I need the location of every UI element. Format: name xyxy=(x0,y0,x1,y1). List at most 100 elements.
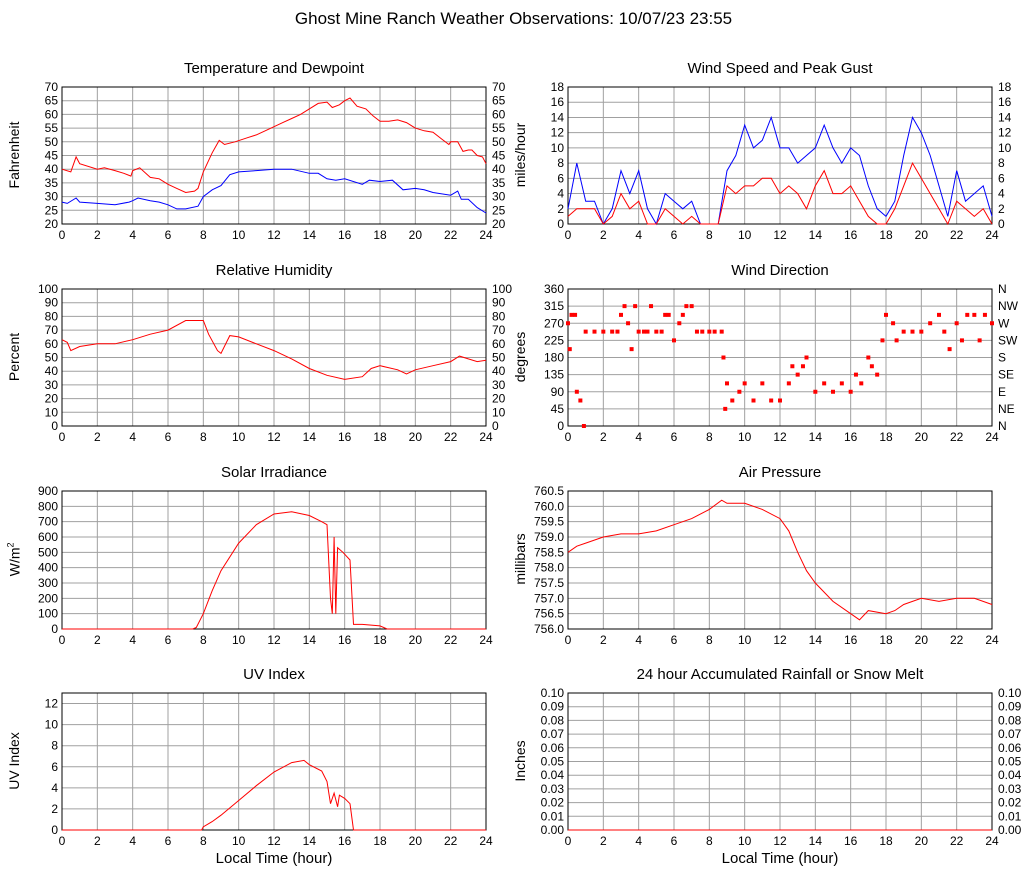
data-point xyxy=(800,364,805,369)
y-tick-label-right: 50 xyxy=(492,351,506,365)
x-tick-label: 22 xyxy=(444,430,458,444)
y-tick-label: 0.03 xyxy=(541,782,565,796)
chart-title: Wind Speed and Peak Gust xyxy=(687,60,873,77)
x-tick-label: 24 xyxy=(985,430,999,444)
y-tick-label: 8 xyxy=(557,156,564,170)
y-tick-label-right: 12 xyxy=(998,126,1012,140)
data-point xyxy=(884,312,888,317)
y-tick-label: 55 xyxy=(45,121,59,135)
data-point xyxy=(982,312,987,317)
data-point xyxy=(641,329,646,334)
x-tick-label: 10 xyxy=(232,633,246,647)
series-line-dewpoint xyxy=(61,168,487,214)
data-point xyxy=(680,312,685,317)
data-point xyxy=(778,398,782,403)
data-point xyxy=(737,389,742,394)
x-tick-label: 24 xyxy=(985,834,999,848)
x-tick-label: 22 xyxy=(950,228,964,242)
data-point xyxy=(822,381,827,386)
data-point xyxy=(894,338,899,343)
data-point xyxy=(954,321,959,326)
x-tick-label: 12 xyxy=(773,430,787,444)
y-tick-label-right: 0 xyxy=(998,217,1005,231)
y-tick-label: 30 xyxy=(45,190,59,204)
y-tick-label-right: 0 xyxy=(492,419,499,433)
y-tick-label-right: S xyxy=(998,351,1006,365)
x-tick-label: 4 xyxy=(635,633,642,647)
y-tick-label-right: 25 xyxy=(492,203,506,217)
y-tick-label-right: 20 xyxy=(492,392,506,406)
y-tick-label: 40 xyxy=(45,162,59,176)
data-point xyxy=(677,321,682,326)
y-tick-label: 500 xyxy=(38,545,58,559)
x-tick-label: 18 xyxy=(373,834,387,848)
y-tick-label: 0.10 xyxy=(541,686,565,700)
y-tick-label-right: NE xyxy=(998,402,1015,416)
plot-frame xyxy=(61,288,487,427)
y-tick-label-right: 20 xyxy=(492,217,506,231)
data-point xyxy=(649,304,654,309)
x-tick-label: 20 xyxy=(409,430,423,444)
x-tick-label: 16 xyxy=(844,633,858,647)
x-tick-label: 4 xyxy=(635,834,642,848)
y-tick-label-right: 45 xyxy=(492,149,506,163)
y-tick-label-right: 8 xyxy=(998,156,1005,170)
y-tick-label-right: 60 xyxy=(492,107,506,121)
y-tick-label: 80 xyxy=(45,309,59,323)
x-tick-label: 0 xyxy=(59,834,66,848)
y-tick-label: 50 xyxy=(45,351,59,365)
y-tick-label-right: 35 xyxy=(492,176,506,190)
y-tick-label: 760.5 xyxy=(534,484,564,498)
y-tick-label: 0.01 xyxy=(541,809,565,823)
x-tick-label: 10 xyxy=(738,228,752,242)
y-tick-label-right: 10 xyxy=(492,405,506,419)
x-tick-label: 22 xyxy=(444,633,458,647)
x-tick-label: 2 xyxy=(94,228,101,242)
y-tick-label-right: 0.06 xyxy=(998,741,1022,755)
main-title: Ghost Mine Ranch Weather Observations: 1… xyxy=(294,9,733,28)
data-point xyxy=(592,329,597,334)
x-tick-label: 10 xyxy=(738,430,752,444)
y-tick-label-right: 0.10 xyxy=(998,686,1022,700)
y-tick-label-right: 6 xyxy=(998,171,1005,185)
y-tick-label: 90 xyxy=(45,296,59,310)
x-tick-label: 0 xyxy=(59,228,66,242)
data-point xyxy=(859,381,864,386)
x-tick-label: 4 xyxy=(635,228,642,242)
y-tick-label-right: 55 xyxy=(492,121,506,135)
data-point xyxy=(700,329,705,334)
x-tick-label: 22 xyxy=(950,834,964,848)
y-tick-label: 45 xyxy=(45,149,59,163)
x-tick-label: 10 xyxy=(232,430,246,444)
chart-title: Wind Direction xyxy=(731,262,829,279)
x-tick-label: 16 xyxy=(338,633,352,647)
data-point xyxy=(689,304,694,309)
y-tick-label-right: W xyxy=(998,316,1010,330)
x-tick-label: 6 xyxy=(165,430,172,444)
x-tick-label: 18 xyxy=(373,430,387,444)
series-line-uv-index xyxy=(62,759,486,831)
chart-title: UV Index xyxy=(243,666,305,683)
x-tick-label: 20 xyxy=(409,834,423,848)
y-tick-label: 360 xyxy=(544,282,564,296)
y-tick-label: 759.0 xyxy=(534,530,564,544)
y-tick-label: 12 xyxy=(551,126,565,140)
x-tick-label: 16 xyxy=(338,228,352,242)
data-point xyxy=(566,321,570,326)
data-point xyxy=(760,381,765,386)
data-point xyxy=(869,364,874,369)
y-tick-label: 18 xyxy=(551,80,565,94)
y-tick-label: 757.0 xyxy=(534,591,564,605)
y-tick-label-right: 0.08 xyxy=(998,713,1022,727)
data-point xyxy=(583,329,588,334)
x-tick-label: 2 xyxy=(600,430,607,444)
x-tick-label: 2 xyxy=(600,834,607,848)
y-tick-label-right: 40 xyxy=(492,364,506,378)
data-point xyxy=(581,424,586,428)
y-tick-label: 600 xyxy=(38,530,58,544)
x-tick-label: 2 xyxy=(600,228,607,242)
data-point xyxy=(875,372,880,377)
y-tick-label: 180 xyxy=(544,351,564,365)
